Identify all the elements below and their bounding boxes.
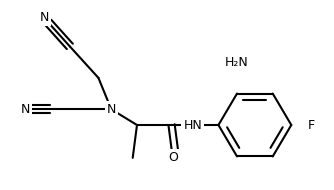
Text: N: N xyxy=(107,103,116,116)
Text: N: N xyxy=(21,103,30,116)
Text: N: N xyxy=(39,11,49,24)
Text: H₂N: H₂N xyxy=(225,56,249,69)
Text: F: F xyxy=(308,119,315,131)
Text: HN: HN xyxy=(183,119,202,131)
Text: O: O xyxy=(168,151,178,164)
